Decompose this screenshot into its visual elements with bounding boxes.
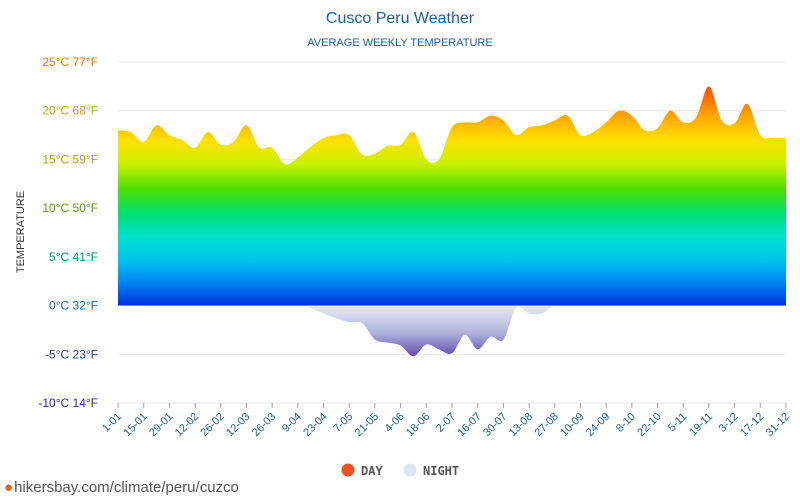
y-tick-label: 25°C 77°F	[42, 55, 98, 69]
x-tick-label: 10-09	[558, 411, 586, 439]
x-tick-label: 12-02	[173, 411, 201, 439]
source-link[interactable]: hikersbay.com/climate/peru/cuzco	[14, 479, 239, 496]
x-tick-label: 7-05	[331, 411, 355, 435]
x-tick-label: 29-01	[147, 411, 175, 439]
y-tick-label: -5°C 23°F	[45, 347, 98, 361]
x-tick-label: 16-07	[455, 411, 483, 439]
y-tick-label: -10°C 14°F	[38, 396, 98, 410]
x-tick-label: 15-01	[121, 411, 149, 439]
x-tick-label: 17-12	[738, 411, 766, 439]
y-tick-label: 15°C 59°F	[42, 152, 98, 166]
legend-night-label: NIGHT	[423, 464, 459, 478]
y-tick-label: 0°C 32°F	[49, 299, 98, 313]
x-tick-label: 2-07	[434, 411, 458, 435]
chart-title: Cusco Peru Weather	[326, 10, 475, 27]
series-areas	[118, 86, 786, 357]
x-tick-label: 13-08	[507, 411, 535, 439]
chart-subtitle: AVERAGE WEEKLY TEMPERATURE	[307, 37, 492, 49]
x-tick-label: 9-04	[280, 411, 304, 435]
legend-night-marker	[403, 463, 417, 477]
x-tick-label: 5-11	[666, 411, 689, 434]
x-tick-label: 30-07	[481, 411, 509, 439]
x-tick-label: 26-03	[250, 411, 278, 439]
x-tick-label: 12-03	[224, 411, 252, 439]
legend[interactable]: DAY NIGHT	[341, 463, 460, 479]
x-tick-label: 26-02	[199, 411, 227, 439]
legend-day-label: DAY	[361, 464, 383, 478]
location-pin-icon: ●	[4, 479, 14, 496]
x-tick-label: 31-12	[764, 411, 792, 439]
y-tick-label: 20°C 68°F	[42, 104, 98, 118]
x-tick-label: 23-04	[301, 411, 329, 439]
legend-day[interactable]: DAY	[341, 463, 384, 479]
x-tick-label: 4-06	[383, 411, 407, 435]
x-tick-label: 22-10	[635, 411, 663, 439]
y-axis-ticks: 25°C 77°F 20°C 68°F 15°C 59°F 10°C 50°F 5°C …	[38, 55, 98, 410]
x-tick-label: 1-01	[100, 411, 124, 435]
night-series-area	[118, 305, 786, 357]
x-tick-label: 27-08	[533, 411, 561, 439]
day-series-area	[118, 86, 786, 306]
x-tick-label: 3-12	[717, 411, 741, 435]
x-tick-label: 24-09	[584, 411, 612, 439]
y-axis-label: TEMPERATURE	[15, 191, 27, 273]
source-credit[interactable]: ●hikersbay.com/climate/peru/cuzco	[4, 479, 239, 496]
x-tick-label: 19-11	[687, 411, 715, 439]
x-tick-label: 18-06	[404, 411, 432, 439]
y-tick-label: 5°C 41°F	[49, 250, 98, 264]
x-tick-label: 21-05	[353, 411, 381, 439]
x-tick-label: 8-10	[614, 411, 638, 435]
legend-night[interactable]: NIGHT	[403, 463, 460, 479]
legend-day-marker	[341, 463, 355, 477]
y-tick-label: 10°C 50°F	[42, 201, 98, 215]
